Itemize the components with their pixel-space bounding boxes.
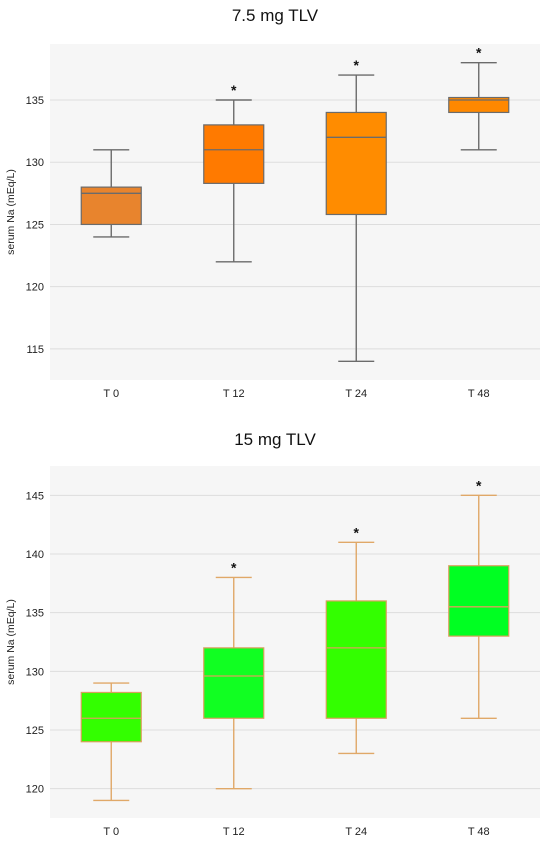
plot-area <box>50 466 540 818</box>
significance-marker: * <box>354 524 360 540</box>
x-tick-label: T 0 <box>103 826 119 838</box>
box-iqr <box>325 111 387 216</box>
y-tick-label: 120 <box>26 282 44 294</box>
y-tick-label: 130 <box>26 157 44 169</box>
boxplot-7-5mg: 7.5 mg TLV 115 120 125 130 135 serum Na (mEq/… <box>0 0 550 420</box>
x-tick-label: T 12 <box>223 826 245 838</box>
y-tick-label: 125 <box>26 725 44 737</box>
box-iqr <box>325 600 387 719</box>
x-tick-label: T 0 <box>103 388 119 400</box>
significance-marker: * <box>354 57 360 73</box>
y-tick-label: 145 <box>26 490 44 502</box>
significance-marker: * <box>476 45 482 61</box>
boxplot-15mg: 15 mg TLV 120 125 130 135 140 145 serum Na (mE… <box>0 420 550 844</box>
chart-svg: 120 125 130 135 140 145 serum Na (mEq/L) T 0 T 1… <box>5 466 540 838</box>
y-tick-label: 135 <box>26 608 44 620</box>
y-axis-label: serum Na (mEq/L) <box>5 599 17 685</box>
box-iqr <box>80 691 142 743</box>
chart-title: 7.5 mg TLV <box>231 6 319 25</box>
chart-title: 15 mg TLV <box>234 430 316 449</box>
x-tick-label: T 12 <box>223 388 245 400</box>
y-tick-label: 125 <box>26 219 44 231</box>
y-tick-label: 140 <box>26 549 44 561</box>
x-tick-label: T 48 <box>468 388 490 400</box>
x-tick-label: T 24 <box>345 826 367 838</box>
significance-marker: * <box>476 477 482 493</box>
y-tick-label: 120 <box>26 784 44 796</box>
box-iqr <box>448 565 510 637</box>
y-tick-label: 130 <box>26 666 44 678</box>
box-iqr <box>448 96 510 114</box>
significance-marker: * <box>231 559 237 575</box>
y-tick-label: 115 <box>26 344 44 356</box>
y-axis-label: serum Na (mEq/L) <box>5 169 17 255</box>
box-iqr <box>203 647 265 719</box>
x-tick-label: T 24 <box>345 388 367 400</box>
x-tick-label: T 48 <box>468 826 490 838</box>
significance-marker: * <box>231 82 237 98</box>
chart-svg: 115 120 125 130 135 serum Na (mEq/L) T 0 T 12 T … <box>5 44 540 400</box>
box-iqr <box>203 124 265 184</box>
y-tick-label: 135 <box>26 95 44 107</box>
